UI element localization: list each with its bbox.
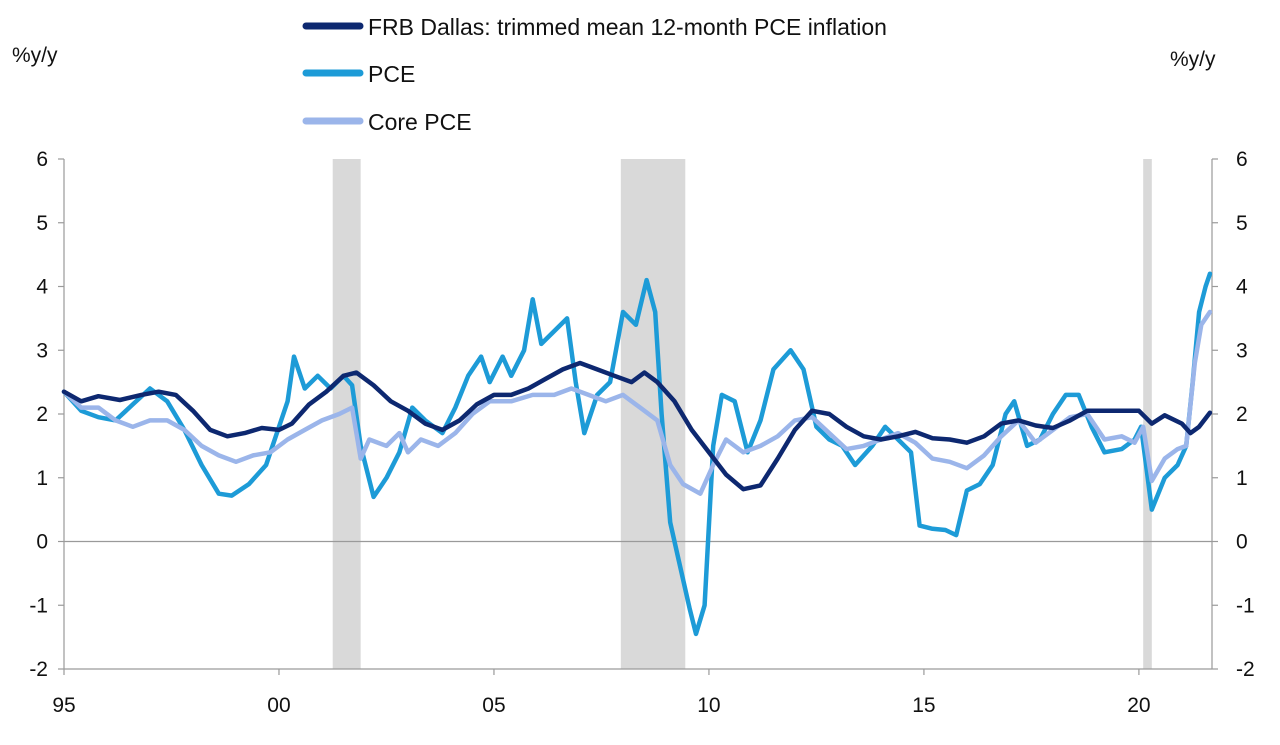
y-tick-label-right: 1 xyxy=(1236,467,1248,490)
y-tick-label-left: 1 xyxy=(36,467,48,490)
recession-bar-2 xyxy=(1143,159,1152,669)
x-tick-label: 95 xyxy=(52,694,75,717)
y-tick-label-left: -2 xyxy=(29,658,48,681)
series-line-trimmed-mean xyxy=(61,360,1213,492)
y-tick-label-left: -1 xyxy=(29,594,48,617)
y-tick-label-right: -1 xyxy=(1236,594,1255,617)
legend-label-core-pce: Core PCE xyxy=(368,109,472,135)
y-tick-label-right: -2 xyxy=(1236,658,1255,681)
y-tick-label-right: 5 xyxy=(1236,212,1248,235)
left-axis-unit: %y/y xyxy=(12,44,58,67)
legend-label-pce: PCE xyxy=(368,61,415,87)
y-tick-label-right: 6 xyxy=(1236,148,1248,171)
y-tick-label-right: 3 xyxy=(1236,339,1248,362)
y-tick-label-left: 3 xyxy=(36,339,48,362)
y-tick-label-left: 0 xyxy=(36,531,48,554)
y-tick-label-left: 2 xyxy=(36,403,48,426)
x-tick-label: 15 xyxy=(912,694,935,717)
legend-label-trimmed-mean: FRB Dallas: trimmed mean 12-month PCE in… xyxy=(368,14,887,40)
recession-shading xyxy=(332,159,1152,669)
x-tick-label: 10 xyxy=(697,694,720,717)
y-tick-label-right: 4 xyxy=(1236,276,1248,299)
y-tick-label-left: 5 xyxy=(36,212,48,235)
y-tick-label-right: 0 xyxy=(1236,531,1248,554)
right-axis-unit: %y/y xyxy=(1170,48,1216,71)
y-tick-label-right: 2 xyxy=(1236,403,1248,426)
y-tick-label-left: 4 xyxy=(36,276,48,299)
recession-bar-1 xyxy=(620,159,686,669)
x-tick-label: 00 xyxy=(267,694,290,717)
series-lines xyxy=(61,271,1213,637)
legend: FRB Dallas: trimmed mean 12-month PCE in… xyxy=(302,14,887,135)
y-tick-label-left: 6 xyxy=(36,148,48,171)
x-tick-label: 05 xyxy=(482,694,505,717)
x-tick-label: 20 xyxy=(1127,694,1150,717)
axes: 6 65 54 43 32 21 10 0-1 -1-2 -295 00 05 10 15 20 xyxy=(29,148,1254,717)
